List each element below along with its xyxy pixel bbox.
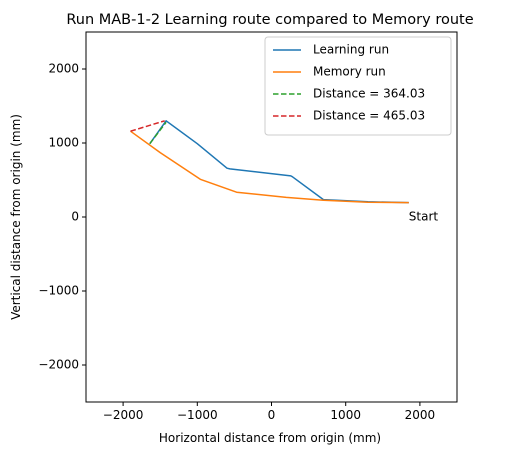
legend <box>264 36 452 136</box>
x-tick-label: 0 <box>268 408 276 422</box>
x-tick-label: −2000 <box>103 408 144 422</box>
annotation-1: Start <box>409 210 439 224</box>
y-tick-label: 0 <box>71 210 79 224</box>
x-tick-label: 1000 <box>330 408 361 422</box>
y-tick-label: −1000 <box>38 284 79 298</box>
legend-label-3: Distance = 364.03 <box>313 87 425 101</box>
legend-label-4: Distance = 465.03 <box>313 109 425 123</box>
series-line-2 <box>130 130 409 204</box>
y-tick-label: 2000 <box>48 62 79 76</box>
x-tick-label: −1000 <box>177 408 218 422</box>
y-tick-label: 1000 <box>48 136 79 150</box>
chart-title: Run MAB-1-2 Learning route compared to M… <box>66 12 473 28</box>
series-line-3 <box>149 121 167 145</box>
y-axis-label: Vertical distance from origin (mm) <box>9 114 23 320</box>
x-axis-label: Horizontal distance from origin (mm) <box>159 431 381 445</box>
legend-label-2: Memory run <box>313 65 386 79</box>
legend-label-1: Learning run <box>313 43 389 57</box>
series-line-4 <box>130 120 165 132</box>
plot-area: Start −2000 −1000 0 1000 2000 −2000 −1000 0 1000 2… <box>38 31 458 422</box>
y-tick-label: −2000 <box>38 358 79 372</box>
x-tick-label: 2000 <box>405 408 436 422</box>
